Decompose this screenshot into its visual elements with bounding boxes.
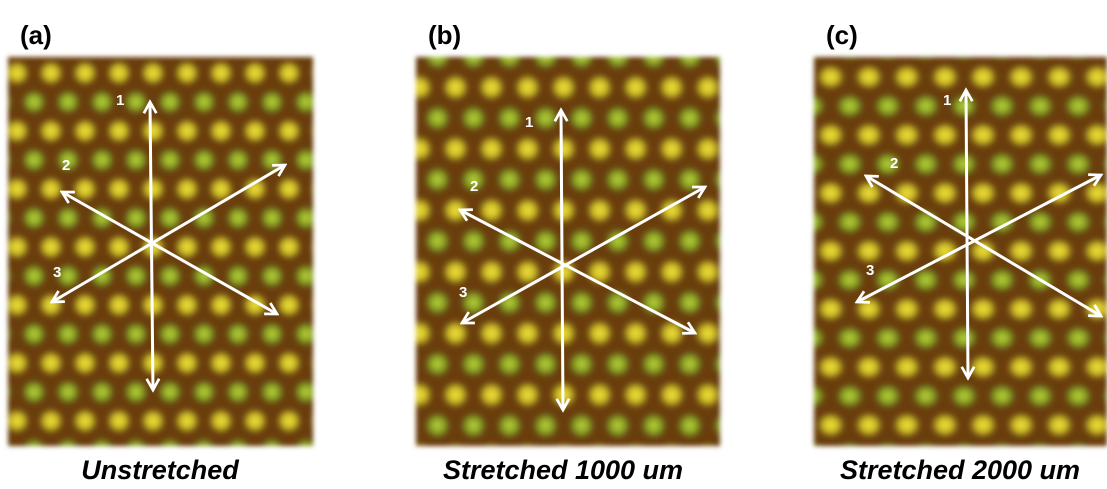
- caption: Stretched 1000 um: [443, 455, 683, 484]
- arrow-label: 3: [53, 264, 61, 281]
- figure: 1 2 3 (a) Unstretched 1 2 3 (b) Stretche…: [0, 0, 1107, 484]
- arrow-label: 1: [943, 92, 951, 109]
- caption: Unstretched: [81, 455, 239, 484]
- panel-label: (a): [20, 20, 52, 50]
- panel-label: (c): [826, 20, 858, 50]
- arrow-label: 2: [62, 157, 70, 174]
- arrow: [966, 90, 968, 378]
- arrow-label: 1: [525, 114, 533, 131]
- caption: Stretched 2000 um: [840, 455, 1080, 484]
- arrow-label: 2: [470, 178, 478, 195]
- arrow-label: 3: [459, 284, 467, 301]
- panel: 1 2 3 (b) Stretched 1000 um: [416, 20, 720, 484]
- panel-label: (b): [428, 20, 461, 50]
- arrow: [561, 110, 563, 410]
- panel: 1 2 3 (c) Stretched 2000 um: [814, 20, 1107, 484]
- panel: 1 2 3 (a) Unstretched: [8, 20, 313, 484]
- arrow-label: 1: [116, 92, 124, 109]
- micrograph: [814, 57, 1107, 446]
- micrograph: [8, 57, 313, 446]
- arrow-label: 3: [866, 262, 874, 279]
- arrow-label: 2: [890, 155, 898, 172]
- micrograph: [416, 57, 720, 446]
